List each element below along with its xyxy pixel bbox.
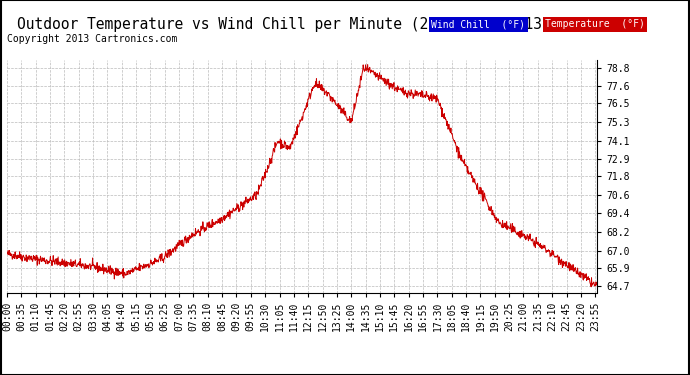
Text: Temperature  (°F): Temperature (°F) xyxy=(545,20,645,29)
Text: Copyright 2013 Cartronics.com: Copyright 2013 Cartronics.com xyxy=(7,34,177,44)
Text: Outdoor Temperature vs Wind Chill per Minute (24 Hours) 20130812: Outdoor Temperature vs Wind Chill per Mi… xyxy=(17,17,577,32)
Text: Wind Chill  (°F): Wind Chill (°F) xyxy=(431,20,525,29)
